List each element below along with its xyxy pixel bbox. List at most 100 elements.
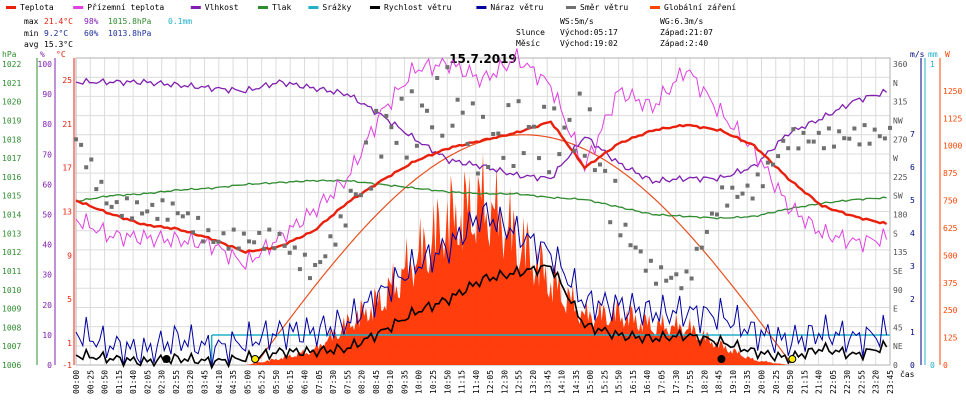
dir-tick-1: N (893, 79, 898, 88)
series-wind-line (75, 264, 888, 370)
stat-avg-temp: 15.3°C (44, 40, 73, 49)
stat-min-temp: 9.2°C (44, 29, 68, 38)
w-tick-5: 625 (943, 224, 958, 233)
x-tick-19: 07:55 (343, 370, 352, 394)
dir-tick-7: SW (893, 192, 903, 201)
x-tick-35: 14:35 (572, 370, 581, 394)
x-tick-41: 17:05 (658, 370, 667, 394)
wind-dir-point (491, 132, 496, 136)
hpa-tick-5: 1017 (2, 154, 21, 163)
legend-label-1: Přízemní teplota (87, 3, 164, 12)
hpa-tick-15: 1007 (2, 342, 21, 351)
x-tick-24: 10:00 (415, 370, 424, 394)
deg-tick-2: 17 (62, 164, 72, 173)
series-temperature-line (75, 120, 888, 254)
stat-max-label: max (24, 17, 39, 26)
wind-dir-point (648, 258, 653, 263)
wind-dir-point (486, 165, 491, 169)
x-tick-55: 22:55 (857, 370, 866, 394)
wind-dir-point (882, 136, 887, 141)
hpa-tick-3: 1019 (2, 116, 21, 125)
info-sun-set: Západ:21:07 (660, 28, 713, 37)
wind-dir-point (852, 126, 857, 131)
wind-dir-point (425, 108, 429, 113)
wind-dir-point (180, 214, 185, 219)
moonrise-marker (717, 355, 726, 363)
wind-dir-point (654, 281, 658, 286)
wind-dir-point (140, 211, 145, 216)
pct-tick-8: 20 (42, 301, 52, 310)
dir-tick-5: W (893, 154, 898, 163)
x-tick-49: 20:25 (772, 370, 781, 394)
wind-dir-point (755, 172, 760, 177)
wind-dir-point (323, 254, 328, 259)
wind-dir-point (552, 106, 557, 111)
wind-dir-point (608, 220, 613, 225)
wind-dir-point (150, 202, 155, 207)
wind-dir-point (287, 250, 292, 255)
wind-dir-point (114, 200, 119, 205)
dir-tick-16: 0 (893, 361, 898, 370)
pct-tick-5: 50 (42, 211, 52, 220)
wind-dir-point (277, 232, 282, 236)
legend-label-7: Směr větru (580, 3, 628, 12)
wind-dir-point (155, 216, 160, 221)
wind-dir-point (374, 108, 379, 113)
legend-label-6: Náraz větru (490, 3, 543, 12)
wind-dir-point (735, 194, 740, 199)
wind-dir-point (542, 104, 547, 109)
wind-dir-point (888, 125, 892, 130)
x-tick-37: 15:25 (600, 370, 609, 394)
wind-dir-point (216, 239, 221, 244)
wind-dir-point (267, 227, 272, 232)
dir-tick-12: 90 (893, 286, 903, 295)
hpa-tick-13: 1009 (2, 305, 21, 314)
mm-tick-1: 0 (930, 361, 935, 370)
x-tick-20: 08:20 (358, 370, 367, 394)
dir-tick-11: SE (893, 267, 903, 276)
wind-dir-point (801, 130, 806, 135)
deg-tick-1: 21 (62, 120, 72, 129)
w-tick-8: 250 (943, 306, 958, 315)
x-tick-27: 11:15 (458, 370, 467, 394)
wind-dir-point (679, 286, 684, 291)
wind-dir-point (89, 157, 94, 162)
sunset-marker (788, 355, 797, 363)
x-tick-10: 04:10 (215, 370, 224, 394)
info-moon-set: Západ:2:40 (660, 39, 708, 48)
wind-dir-point (776, 154, 781, 159)
stat-max-hum: 98% (84, 17, 99, 26)
x-tick-2: 00:50 (101, 370, 110, 394)
wind-dir-point (511, 164, 516, 168)
wind-dir-point (282, 243, 287, 248)
info-moon-rise: Východ:19:02 (560, 39, 618, 48)
legend-label-2: Vlhkost (205, 3, 239, 12)
wind-dir-point (175, 211, 180, 216)
ms-tick-6: 1 (910, 328, 915, 337)
x-tick-16: 06:40 (300, 370, 309, 394)
axis-ms-label: m/s (910, 50, 925, 59)
wind-dir-point (664, 278, 669, 283)
wind-dir-point (592, 168, 597, 173)
wind-dir-point (165, 217, 170, 222)
wind-dir-point (745, 183, 750, 188)
wind-dir-point (481, 114, 485, 119)
wind-dir-point (292, 245, 297, 250)
wind-dir-point (272, 246, 277, 251)
info-ws: WS:5m/s (560, 17, 594, 26)
wind-dir-point (170, 201, 175, 206)
wind-dir-point (537, 156, 541, 161)
wind-dir-point (638, 249, 643, 254)
x-tick-45: 18:45 (715, 370, 724, 394)
pct-tick-3: 70 (42, 150, 52, 159)
x-tick-32: 13:20 (529, 370, 538, 394)
wind-dir-point (124, 196, 129, 201)
hpa-tick-14: 1008 (2, 323, 21, 332)
wind-dir-point (450, 123, 455, 128)
wind-dir-point (704, 229, 709, 234)
legend-swatch-0 (6, 6, 16, 9)
dir-tick-14: 45 (893, 323, 903, 332)
wind-dir-point (308, 276, 312, 281)
wind-dir-point (750, 196, 755, 201)
wind-dir-point (857, 142, 862, 147)
